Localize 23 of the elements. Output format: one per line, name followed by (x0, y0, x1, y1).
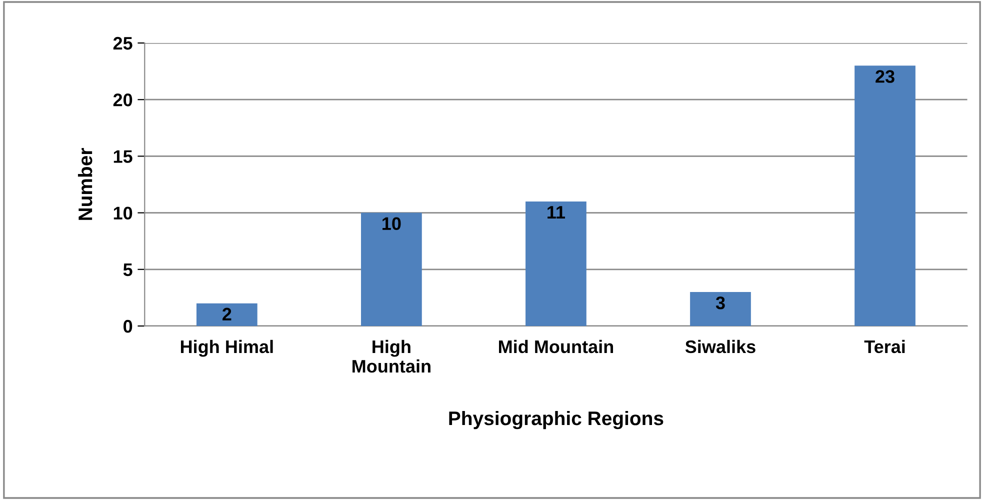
y-tick-label: 25 (113, 36, 132, 50)
x-tick-label: Mid Mountain (499, 340, 614, 354)
bar (690, 292, 751, 326)
y-tick-label: 5 (123, 264, 132, 276)
x-tick-label: Terai (864, 340, 905, 354)
bar (361, 212, 422, 326)
data-label: 3 (716, 296, 725, 310)
bar (196, 303, 258, 326)
data-label: 11 (548, 206, 566, 219)
y-tick-label: 15 (114, 150, 132, 163)
x-axis-title: Physiographic Regions (449, 410, 664, 430)
data-label: 2 (222, 308, 232, 320)
x-tick-label: Siwaliks (685, 340, 756, 354)
data-label: 23 (876, 70, 894, 83)
y-tick-label: 0 (124, 320, 132, 333)
data-label: 10 (382, 217, 401, 230)
y-tick-label: 20 (113, 94, 132, 106)
y-axis-title: Number (78, 148, 92, 220)
bar (854, 66, 916, 326)
y-tick-label: 10 (114, 206, 132, 220)
x-tick-label: High Mountain (352, 340, 430, 373)
bar (526, 201, 586, 326)
x-tick-label: High Himal (180, 340, 273, 357)
